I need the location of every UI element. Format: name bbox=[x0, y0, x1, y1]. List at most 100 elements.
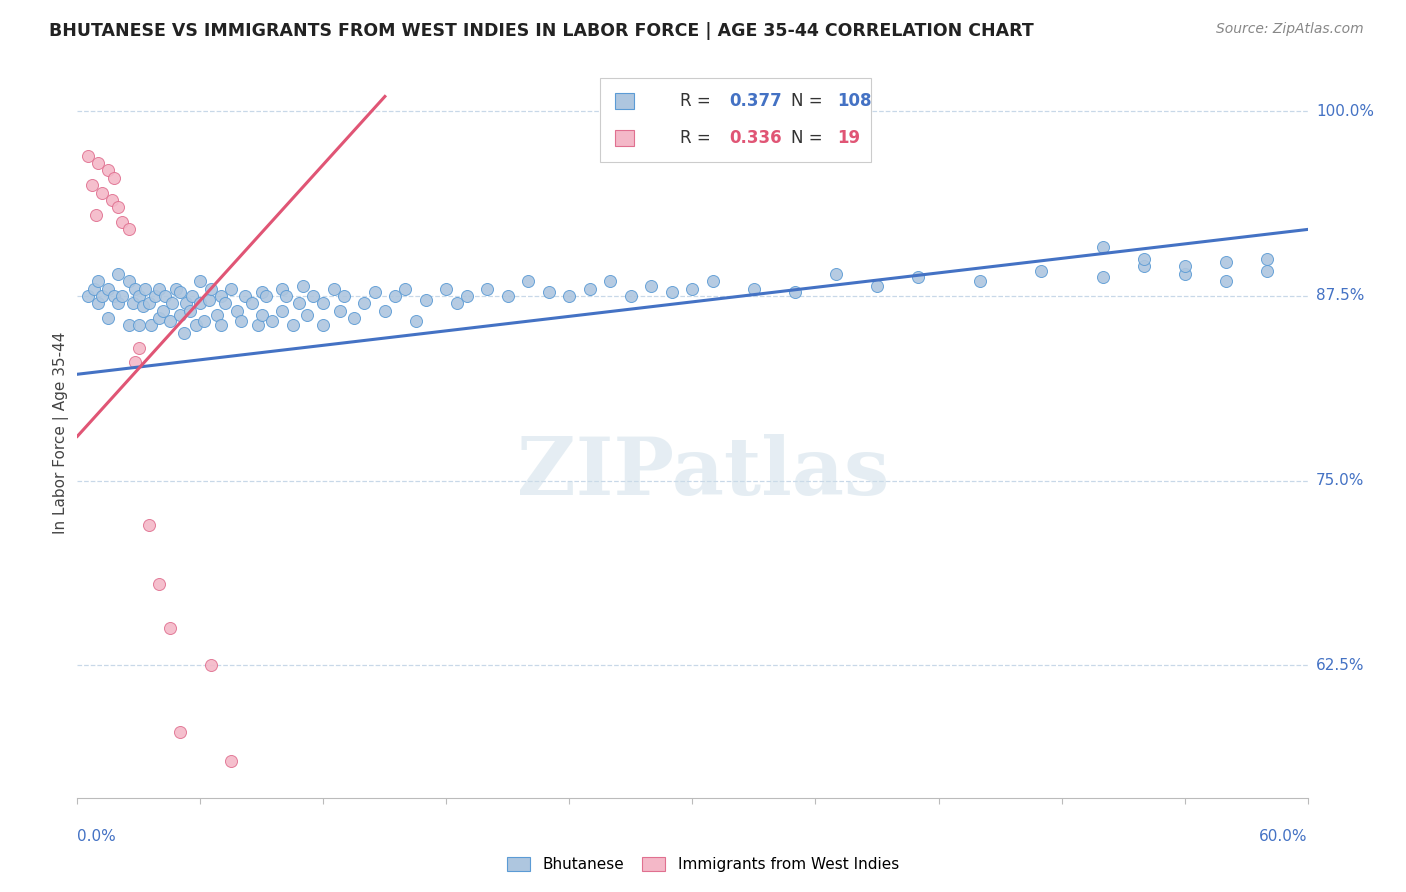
Text: R =: R = bbox=[681, 128, 716, 147]
Point bbox=[620, 289, 643, 303]
Point bbox=[200, 658, 222, 673]
Point bbox=[384, 289, 406, 303]
Point bbox=[169, 308, 191, 322]
Point bbox=[84, 208, 107, 222]
Point bbox=[143, 289, 166, 303]
Point bbox=[1132, 252, 1154, 266]
Point bbox=[1256, 252, 1278, 266]
Point bbox=[124, 281, 146, 295]
Point bbox=[1215, 255, 1237, 269]
Point bbox=[271, 303, 294, 318]
Point bbox=[174, 296, 197, 310]
Point bbox=[148, 281, 170, 295]
Point bbox=[783, 285, 806, 299]
Point bbox=[97, 163, 120, 178]
Point bbox=[415, 293, 437, 308]
Point bbox=[1215, 274, 1237, 288]
Point bbox=[121, 296, 143, 310]
Point bbox=[436, 281, 458, 295]
Point bbox=[969, 274, 991, 288]
Y-axis label: In Labor Force | Age 35-44: In Labor Force | Age 35-44 bbox=[53, 332, 69, 533]
Point bbox=[205, 308, 228, 322]
Point bbox=[579, 281, 602, 295]
Point bbox=[111, 289, 134, 303]
Point bbox=[188, 296, 212, 310]
Point bbox=[209, 318, 232, 333]
Point bbox=[295, 308, 318, 322]
Point bbox=[173, 326, 195, 340]
Point bbox=[456, 289, 478, 303]
Point bbox=[1256, 264, 1278, 278]
Point bbox=[235, 289, 257, 303]
Point bbox=[111, 215, 134, 229]
Point bbox=[101, 193, 124, 207]
Point bbox=[159, 621, 181, 635]
Text: ZIPatlas: ZIPatlas bbox=[517, 434, 889, 512]
Point bbox=[394, 281, 416, 295]
Point bbox=[1029, 264, 1052, 278]
Point bbox=[169, 285, 191, 299]
Point bbox=[231, 314, 253, 328]
Point bbox=[128, 289, 150, 303]
Text: R =: R = bbox=[681, 92, 716, 111]
Text: 87.5%: 87.5% bbox=[1316, 288, 1364, 303]
Point bbox=[281, 318, 304, 333]
Point bbox=[90, 186, 114, 200]
Point bbox=[240, 296, 263, 310]
Text: 0.377: 0.377 bbox=[730, 92, 782, 111]
Text: 108: 108 bbox=[838, 92, 872, 111]
Point bbox=[702, 274, 724, 288]
Point bbox=[197, 293, 219, 308]
Text: BHUTANESE VS IMMIGRANTS FROM WEST INDIES IN LABOR FORCE | AGE 35-44 CORRELATION : BHUTANESE VS IMMIGRANTS FROM WEST INDIES… bbox=[49, 22, 1033, 40]
Point bbox=[825, 267, 848, 281]
Point bbox=[250, 308, 273, 322]
Text: 0.0%: 0.0% bbox=[77, 829, 117, 844]
Point bbox=[107, 200, 129, 214]
Point bbox=[302, 289, 325, 303]
Point bbox=[322, 281, 344, 295]
Point bbox=[517, 274, 540, 288]
Text: N =: N = bbox=[792, 128, 828, 147]
Point bbox=[477, 281, 499, 295]
Point bbox=[87, 296, 110, 310]
Point bbox=[148, 577, 170, 591]
Point bbox=[254, 289, 277, 303]
Point bbox=[907, 269, 929, 284]
Point bbox=[90, 289, 114, 303]
Text: 100.0%: 100.0% bbox=[1316, 103, 1374, 119]
Point bbox=[661, 285, 683, 299]
Bar bbox=[614, 94, 634, 110]
Point bbox=[363, 285, 385, 299]
Point bbox=[103, 289, 125, 303]
Point bbox=[271, 281, 294, 295]
Point bbox=[148, 311, 170, 326]
Point bbox=[117, 274, 139, 288]
Point bbox=[329, 303, 352, 318]
Point bbox=[188, 274, 212, 288]
Point bbox=[1091, 240, 1114, 254]
Legend: Bhutanese, Immigrants from West Indies: Bhutanese, Immigrants from West Indies bbox=[499, 849, 907, 880]
Point bbox=[159, 314, 181, 328]
Point bbox=[246, 318, 269, 333]
Point bbox=[155, 289, 177, 303]
Text: 0.336: 0.336 bbox=[730, 128, 782, 147]
Text: 62.5%: 62.5% bbox=[1316, 658, 1364, 673]
Point bbox=[200, 281, 222, 295]
Point bbox=[291, 278, 314, 293]
Point bbox=[537, 285, 560, 299]
Point bbox=[76, 148, 98, 162]
Text: 60.0%: 60.0% bbox=[1260, 829, 1308, 844]
Point bbox=[214, 296, 236, 310]
Point bbox=[132, 299, 155, 313]
Point bbox=[160, 296, 183, 310]
Point bbox=[76, 289, 98, 303]
Point bbox=[193, 314, 215, 328]
Point bbox=[134, 281, 156, 295]
Point bbox=[333, 289, 356, 303]
Point bbox=[107, 296, 129, 310]
Text: 19: 19 bbox=[838, 128, 860, 147]
Point bbox=[128, 341, 150, 355]
Point bbox=[226, 303, 249, 318]
Point bbox=[152, 303, 174, 318]
Point bbox=[186, 318, 208, 333]
